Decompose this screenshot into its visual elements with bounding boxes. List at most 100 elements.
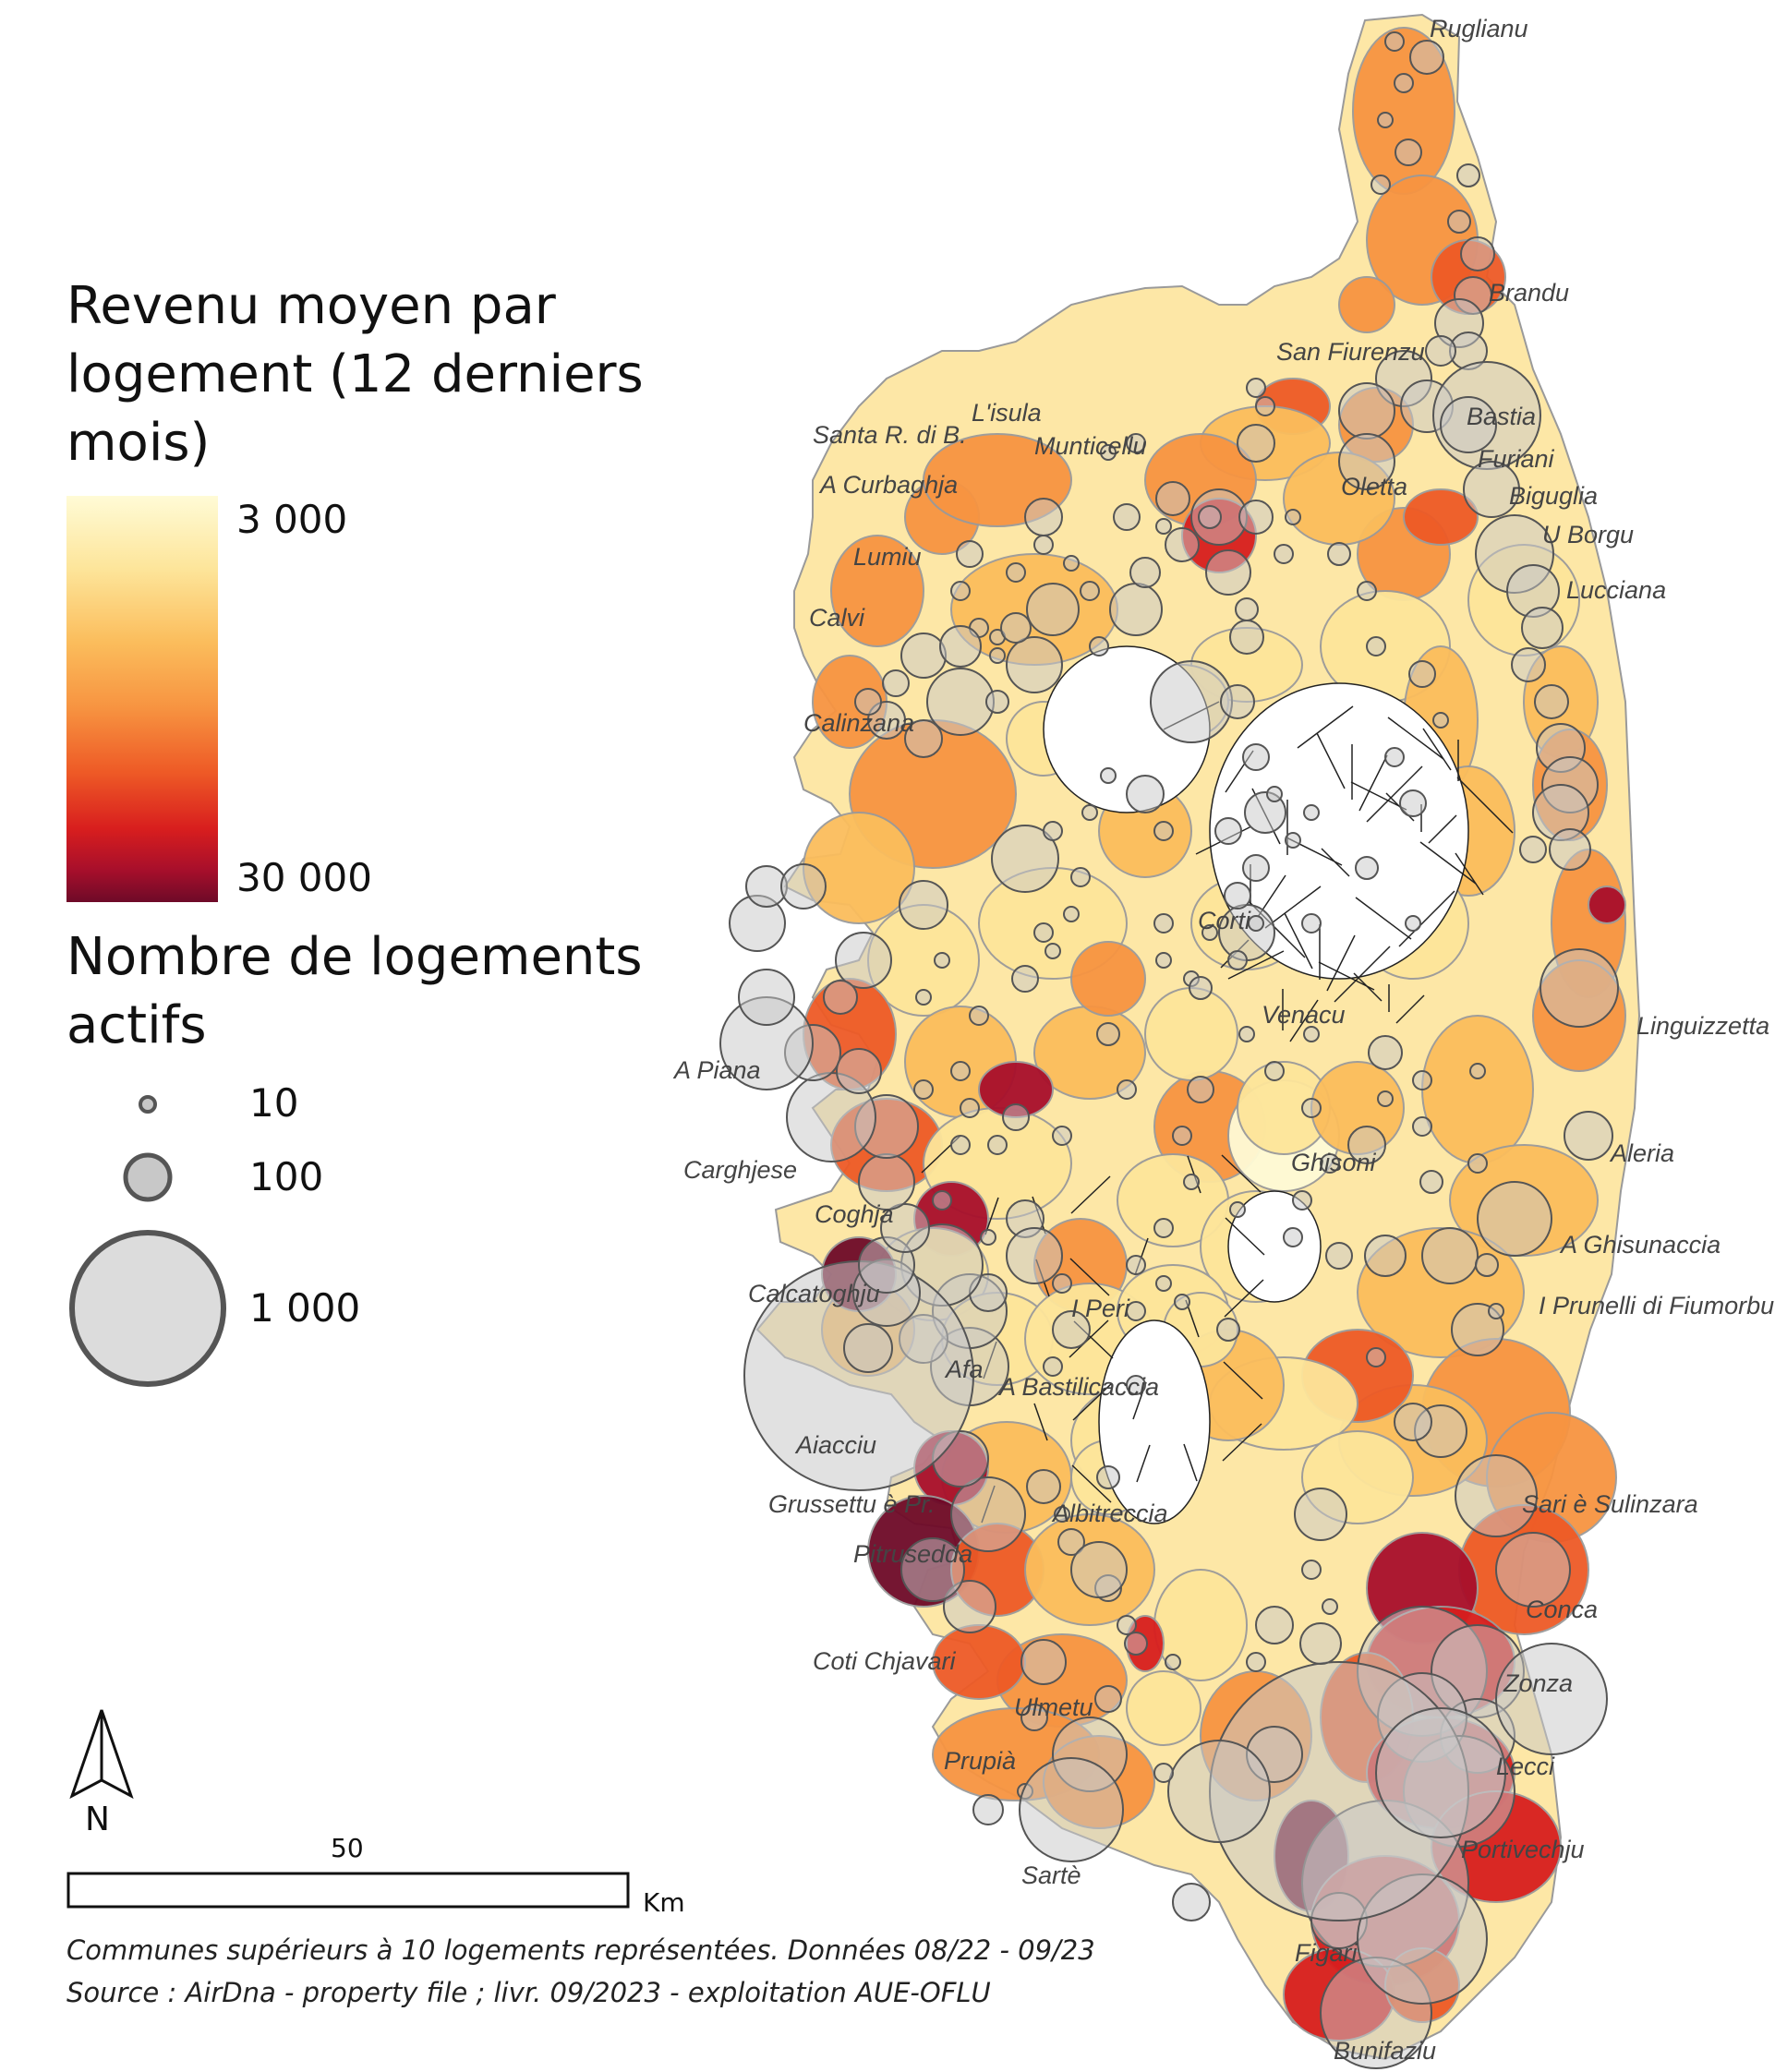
housing-count-bubble xyxy=(835,932,892,989)
revenue-title-line-3: mois) xyxy=(66,413,211,473)
count-label-10: 10 xyxy=(249,1080,299,1126)
housing-count-bubble xyxy=(1364,1235,1407,1277)
housing-count-bubble xyxy=(1521,607,1564,649)
place-label: Grussettu è Pr. xyxy=(768,1490,936,1518)
commune-boundary xyxy=(1223,1361,1263,1400)
housing-count-bubble xyxy=(1447,210,1471,234)
housing-count-bubble xyxy=(1216,1318,1240,1342)
housing-count-bubble xyxy=(1460,236,1495,271)
housing-count-bubble xyxy=(1301,1098,1322,1118)
place-label: Prupià xyxy=(944,1747,1016,1775)
housing-count-bubble xyxy=(1377,1090,1394,1107)
housing-count-bubble xyxy=(1467,1153,1488,1174)
housing-count-bubble xyxy=(1357,581,1377,601)
place-label: Calinzana xyxy=(803,709,914,737)
place-label: Ulmetu xyxy=(1014,1693,1093,1721)
housing-count-bubble xyxy=(1172,1126,1192,1146)
housing-count-bubble xyxy=(1080,581,1100,601)
housing-count-bubble xyxy=(1033,535,1054,555)
housing-count-bubble xyxy=(1153,1218,1174,1238)
housing-count-bubble xyxy=(943,1580,996,1633)
housing-count-bubble xyxy=(989,647,1006,664)
housing-count-bubble xyxy=(1026,1469,1061,1504)
commune-boundary xyxy=(1264,885,1322,929)
housing-count-bubble xyxy=(1456,163,1480,187)
commune-boundary xyxy=(1387,717,1444,760)
housing-count-bubble xyxy=(1052,1310,1091,1349)
commune-boundary xyxy=(1358,754,1388,812)
commune-boundary xyxy=(1428,814,1457,844)
housing-count-bubble xyxy=(1463,461,1520,518)
place-label: Afa xyxy=(944,1355,984,1383)
housing-count-bubble xyxy=(1054,1506,1070,1523)
housing-count-bubble xyxy=(956,540,984,568)
commune-boundary xyxy=(1350,781,1407,811)
housing-count-bubble xyxy=(900,1537,965,1602)
place-label: Ruglianu xyxy=(1430,15,1528,42)
housing-count-bubble xyxy=(1165,1654,1181,1670)
commune-boundary xyxy=(1455,852,1484,896)
north-arrow-icon xyxy=(69,1709,134,1800)
place-label: Santa R. di B. xyxy=(813,421,967,449)
housing-count-bubble xyxy=(780,863,827,910)
place-label: Conca xyxy=(1526,1596,1598,1623)
housing-count-bubble xyxy=(1283,1227,1303,1247)
housing-count-bubble xyxy=(1165,527,1200,562)
place-label: Corti xyxy=(1198,907,1251,934)
commune-patch xyxy=(1403,488,1479,546)
housing-count-bubble xyxy=(1174,1294,1190,1310)
place-label: Oletta xyxy=(1341,473,1407,500)
housing-count-bubble xyxy=(972,1794,1004,1825)
housing-count-bubble xyxy=(939,625,982,668)
place-label: San Fiurenzu xyxy=(1276,338,1425,366)
housing-count-bubble xyxy=(1519,836,1547,863)
housing-count-bubble xyxy=(1421,1227,1479,1284)
housing-count-bubble xyxy=(1070,867,1091,887)
place-label: Ghisoni xyxy=(1291,1149,1377,1176)
place-label: A Ghisunaccia xyxy=(1559,1231,1721,1259)
housing-count-bubble xyxy=(1129,557,1161,588)
housing-count-bubble xyxy=(1301,913,1322,934)
commune-boundary xyxy=(1069,1319,1109,1358)
place-label: Portivechju xyxy=(1461,1836,1585,1863)
commune-boundary xyxy=(1326,934,1356,992)
commune-patch xyxy=(1144,987,1238,1081)
place-label: Sartè xyxy=(1021,1861,1081,1889)
housing-count-bubble xyxy=(1285,509,1301,525)
housing-count-bubble xyxy=(1534,684,1569,719)
housing-count-bubble xyxy=(1394,73,1414,93)
housing-count-bubble xyxy=(1089,636,1109,657)
commune-patch xyxy=(1338,276,1395,333)
scale-value-label: 50 xyxy=(331,1833,364,1863)
housing-count-bubble xyxy=(1395,139,1422,166)
housing-count-bubble xyxy=(932,1190,952,1211)
housing-count-bubble xyxy=(1198,505,1222,529)
commune-boundary xyxy=(1225,1217,1265,1256)
housing-count-bubble xyxy=(1150,660,1233,743)
housing-count-bubble xyxy=(1155,1275,1172,1292)
housing-count-bubble xyxy=(1419,1170,1443,1194)
central-uncovered-area xyxy=(1227,1190,1322,1303)
housing-count-bubble xyxy=(1347,1126,1386,1164)
commune-boundary xyxy=(1033,1403,1048,1441)
housing-count-bubble xyxy=(1540,948,1619,1028)
housing-count-bubble xyxy=(1320,1153,1340,1174)
place-label: A Bastilicaccia xyxy=(997,1373,1159,1401)
housing-count-bubble xyxy=(1242,743,1270,771)
housing-count-bubble xyxy=(1408,660,1436,688)
housing-count-bubble xyxy=(1044,943,1061,959)
commune-boundary xyxy=(1224,1279,1264,1318)
commune-boundary xyxy=(1398,890,1455,947)
housing-count-bubble xyxy=(1063,555,1080,572)
commune-boundary xyxy=(1297,705,1354,749)
housing-count-bubble xyxy=(1255,1606,1294,1644)
housing-count-bubble xyxy=(1229,1201,1246,1218)
housing-count-bubble xyxy=(1214,817,1242,845)
housing-count-bubble xyxy=(1246,378,1266,398)
housing-count-bubble xyxy=(1322,1598,1338,1615)
commune-boundary xyxy=(1366,765,1423,823)
housing-count-bubble xyxy=(1235,597,1259,621)
commune-boundary xyxy=(1289,999,1319,1042)
count-title-line-1: Nombre de logements xyxy=(66,927,643,987)
housing-count-bubble xyxy=(1248,915,1264,932)
